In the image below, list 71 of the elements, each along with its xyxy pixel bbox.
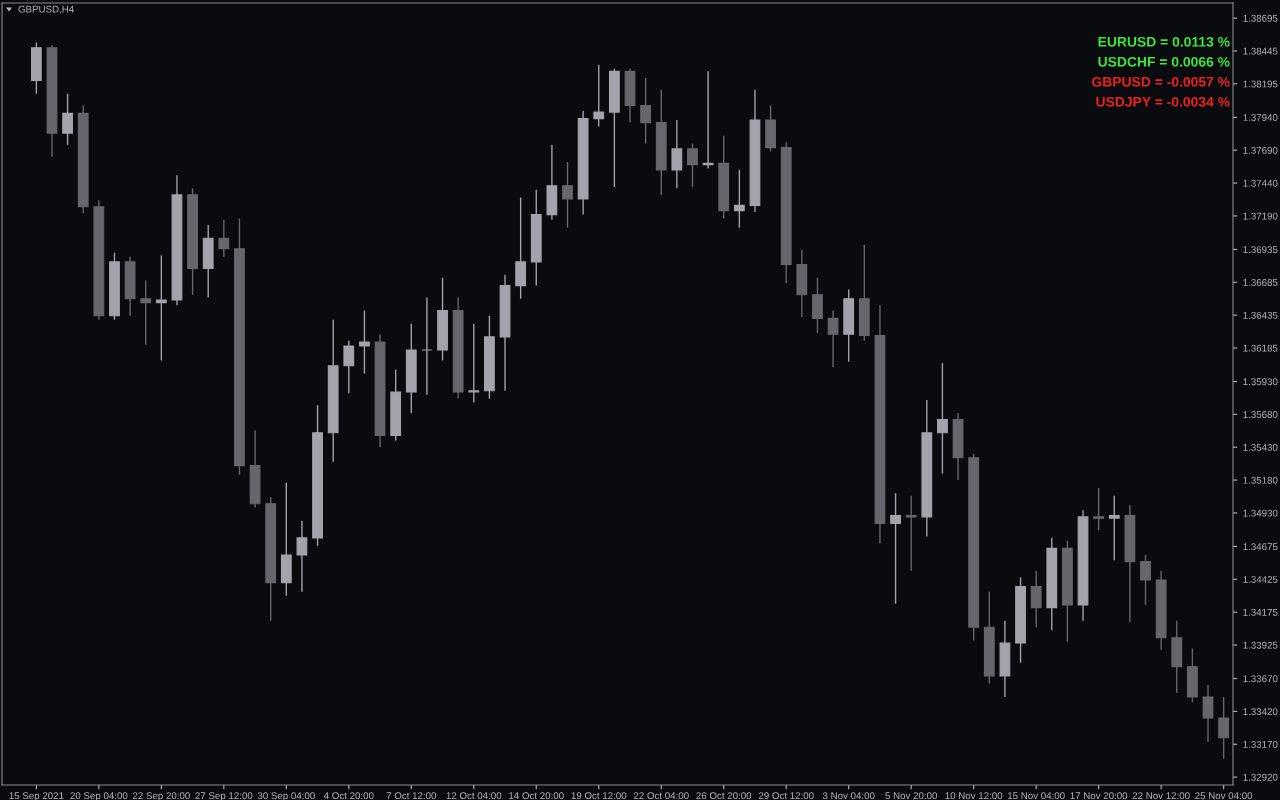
x-tick-label: 17 Nov 20:00 [1070,792,1128,800]
chart-title: GBPUSD,H4 [18,5,74,14]
x-tick-label: 29 Oct 12:00 [758,792,814,800]
candlestick [593,64,605,128]
y-tick-label: 1.37190 [1243,212,1278,220]
annotation: USDCHF = 0.0066 % [1098,56,1230,67]
x-tick-label: 15 Nov 04:00 [1007,792,1065,800]
candlestick [515,196,527,300]
y-tick-label: 1.38195 [1243,80,1278,88]
candlestick [1202,684,1214,743]
candlestick [1218,696,1230,760]
x-tick-label: 4 Oct 20:00 [323,792,374,800]
y-tick-label: 1.37440 [1243,179,1278,187]
x-tick-label: 12 Oct 04:00 [446,792,502,800]
x-tick-label: 25 Nov 04:00 [1195,792,1253,800]
y-tick-label: 1.35180 [1243,476,1278,484]
candlestick [827,309,839,368]
candlestick [890,492,901,605]
annotation: GBPUSD = -0.0057 % [1092,76,1230,87]
candlestick [1140,554,1151,606]
y-tick-label: 1.38695 [1243,14,1278,22]
x-tick-label: 10 Nov 12:00 [945,792,1003,800]
annotation: USDJPY = -0.0034 % [1096,96,1230,107]
y-tick-label: 1.36435 [1243,311,1278,319]
candlestick [218,219,230,258]
candlestick [296,520,308,593]
y-tick-label: 1.34175 [1243,608,1278,616]
y-tick-label: 1.35680 [1243,411,1278,418]
candlestick [640,77,652,145]
candlestick [937,362,948,475]
y-tick-label: 1.35930 [1243,378,1278,386]
y-tick-label: 1.33420 [1243,708,1278,716]
x-tick-label: 19 Oct 12:00 [571,792,627,800]
candlestick [687,142,698,188]
y-tick-label: 1.37690 [1243,146,1278,154]
candlestick [1093,487,1105,531]
x-tick-label: 14 Oct 20:00 [509,792,564,800]
candlestick [155,254,167,362]
candlestick [359,309,370,375]
y-tick-label: 1.34675 [1243,543,1278,551]
x-tick-label: 7 Oct 12:00 [386,792,437,800]
x-tick-label: 22 Oct 04:00 [633,792,689,800]
x-tick-label: 26 Oct 20:00 [696,792,752,800]
candlestick [62,92,74,146]
y-tick-label: 1.34425 [1243,576,1278,583]
y-tick-label: 1.32920 [1243,773,1278,781]
y-tick-label: 1.34930 [1243,509,1278,517]
y-tick-label: 1.38445 [1243,47,1278,55]
candlestick [468,322,480,404]
candlestick [733,169,745,229]
y-tick-label: 1.33170 [1243,740,1278,748]
candlestick [1030,570,1042,628]
y-tick-label: 1.33670 [1243,675,1278,683]
candlestick [671,119,683,190]
y-tick-label: 1.37940 [1243,114,1278,121]
candlestick [343,340,355,395]
candlestick [1108,495,1120,561]
x-tick-label: 5 Nov 20:00 [885,792,938,800]
candlestick [421,296,433,396]
y-tick-label: 1.33925 [1243,641,1278,649]
candlestick [812,276,823,334]
candlestick [562,161,573,229]
candlestick [905,495,917,572]
x-tick-label: 3 Nov 04:00 [822,792,875,800]
x-tick-label: 22 Nov 12:00 [1132,792,1190,800]
y-tick-label: 1.35430 [1243,443,1278,451]
y-tick-label: 1.36185 [1243,344,1278,352]
y-tick-label: 1.36935 [1243,246,1278,254]
y-tick-label: 1.36685 [1243,279,1278,286]
annotation: EURUSD = 0.0113 % [1098,36,1230,47]
candlestick [140,279,152,346]
